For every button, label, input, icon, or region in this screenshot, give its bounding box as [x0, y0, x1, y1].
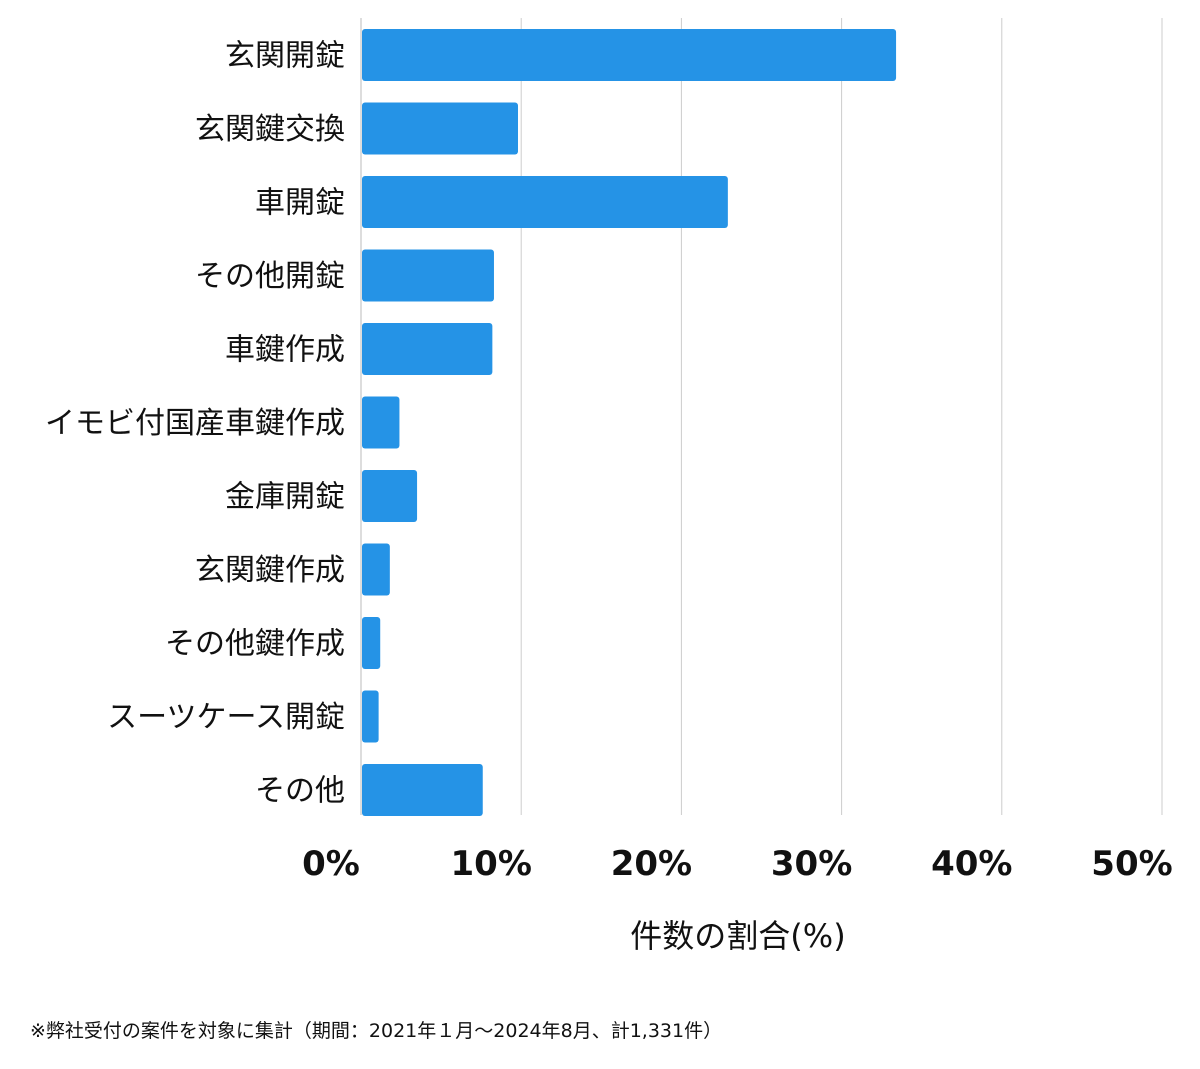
bar — [362, 470, 418, 522]
x-tick-label: 0% — [302, 844, 360, 884]
category-label: 車開錠 — [255, 186, 345, 221]
category-label: その他開錠 — [195, 259, 345, 294]
category-label: その他 — [255, 774, 345, 809]
category-label: スーツケース開錠 — [107, 700, 345, 735]
x-tick-label: 20% — [611, 844, 692, 884]
bar — [362, 543, 390, 596]
bar — [362, 176, 728, 228]
x-tick-label: 10% — [451, 844, 532, 884]
bar — [362, 29, 897, 81]
footnote: ※弊社受付の案件を対象に集計（期間：2021年１月〜2024年8月、計1,331… — [30, 1020, 723, 1042]
x-axis-title: 件数の割合(%) — [630, 917, 845, 955]
bar — [362, 690, 379, 743]
x-tick-label: 30% — [771, 844, 852, 884]
x-tick-label: 50% — [1091, 844, 1172, 884]
category-label: 車鍵作成 — [225, 333, 345, 368]
bar — [362, 249, 494, 302]
category-label: 玄関開錠 — [225, 39, 345, 74]
category-label: 玄関鍵交換 — [195, 112, 345, 147]
category-label: 金庫開錠 — [225, 480, 345, 515]
bar — [362, 764, 483, 816]
bar — [362, 396, 400, 449]
category-label: 玄関鍵作成 — [195, 553, 345, 588]
category-label: その他鍵作成 — [165, 627, 345, 662]
bar — [362, 617, 381, 669]
bar — [362, 102, 518, 155]
x-tick-label: 40% — [931, 844, 1012, 884]
bar-chart: 0% 10% 20% 30% 40% 50% 玄関開錠玄関鍵交換車開錠その他開錠車鍵作成イモ… — [45, 18, 1173, 955]
bar — [362, 323, 493, 375]
category-label: イモビ付国産車鍵作成 — [45, 406, 345, 441]
